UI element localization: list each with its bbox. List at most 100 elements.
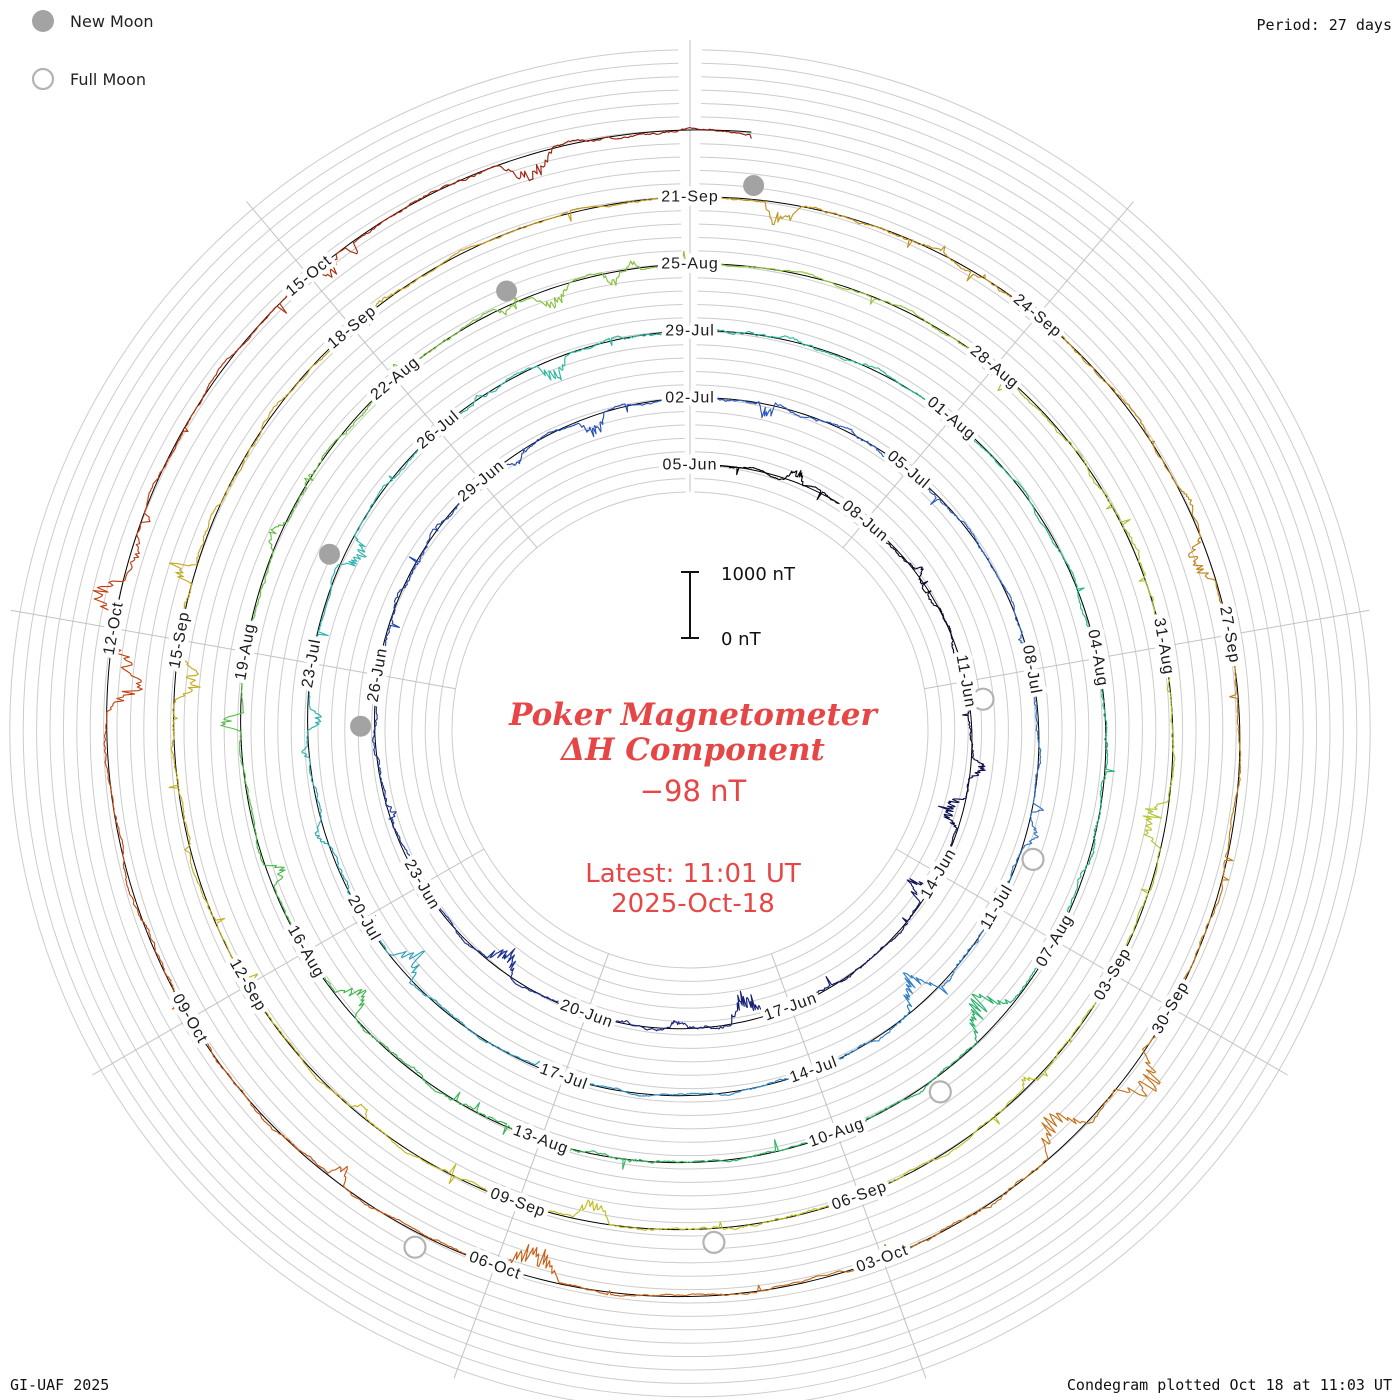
magnetometer-trace-segment (965, 524, 988, 559)
magnetometer-trace-segment (803, 416, 843, 428)
magnetometer-trace-segment (819, 1255, 882, 1277)
magnetometer-trace-segment (1092, 802, 1102, 851)
magnetometer-trace-segment (257, 550, 274, 601)
magnetometer-trace-segment (987, 557, 1009, 594)
magnetometer-trace-segment (416, 987, 452, 1015)
grid-spoke (895, 848, 1288, 1076)
magnetometer-trace-segment (837, 1110, 882, 1139)
magnetometer-trace-segment (455, 479, 481, 510)
magnetometer-trace-segment (183, 819, 197, 879)
magnetometer-trace-segment (947, 779, 970, 810)
magnetometer-trace-segment (240, 416, 270, 471)
magnetometer-trace-segment (433, 1239, 495, 1269)
magnetometer-trace-segment (268, 502, 298, 551)
magnetometer-trace-segment (307, 619, 329, 664)
magnetometer-trace-segment (643, 327, 691, 337)
magnetometer-trace-segment (220, 704, 245, 757)
magnetometer-trace-segment (651, 395, 691, 404)
magnetometer-trace-segment (540, 1140, 591, 1155)
magnetometer-trace-segment (876, 930, 903, 954)
new-moon-marker (496, 280, 518, 302)
magnetometer-trace-segment (388, 950, 425, 989)
magnetometer-trace-segment (374, 674, 383, 712)
magnetometer-trace-segment (1081, 612, 1099, 659)
magnetometer-trace-segment (447, 1091, 495, 1120)
magnetometer-trace-segment (131, 896, 161, 959)
new-moon-marker (319, 543, 340, 565)
magnetometer-trace-segment (553, 1000, 586, 1020)
magnetometer-trace-segment (1035, 709, 1042, 751)
magnetometer-trace-segment (1047, 1021, 1083, 1069)
magnetometer-trace-segment (912, 391, 953, 418)
scale-max-label: 1000 nT (721, 564, 796, 585)
plotted-timestamp-label: Condegram plotted Oct 18 at 11:03 UT (1067, 1376, 1392, 1394)
magnetometer-trace-segment (589, 1150, 641, 1170)
magnetometer-trace-segment (393, 569, 414, 604)
date-label: 17-Jun (762, 990, 819, 1025)
magnetometer-trace-segment (374, 1208, 435, 1241)
magnetometer-trace-segment (269, 1125, 323, 1169)
magnetometer-trace-segment (924, 1054, 963, 1088)
magnetometer-trace-segment (1099, 754, 1115, 803)
magnetometer-trace-segment (628, 194, 691, 203)
magnetometer-trace-segment (308, 662, 312, 709)
magnetometer-trace-segment (1043, 525, 1070, 567)
date-label: 26-Jul (414, 408, 463, 453)
magnetometer-trace-segment (1170, 701, 1176, 759)
magnetometer-trace-segment (910, 1143, 963, 1171)
magnetometer-trace-segment (952, 650, 967, 682)
magnetometer-trace-segment (410, 1153, 465, 1185)
magnetometer-trace-segment (1073, 850, 1095, 896)
magnetometer-trace-segment (319, 840, 346, 880)
magnetometer-trace-segment (820, 974, 852, 992)
magnetometer-trace-segment (574, 1199, 632, 1229)
magnetometer-trace-segment (620, 126, 691, 140)
magnetometer-trace-segment (689, 193, 752, 202)
date-label: 11-Jun (953, 653, 979, 709)
magnetometer-trace-segment (850, 952, 878, 976)
date-label: 08-Jun (839, 497, 892, 545)
latest-time: Latest: 11:01 UT (585, 859, 801, 889)
date-label: 29-Jul (665, 323, 715, 340)
magnetometer-trace-segment (1230, 761, 1242, 826)
magnetometer-trace-segment (971, 980, 1028, 1009)
magnetometer-trace-segment (406, 851, 424, 886)
magnetometer-trace-segment (515, 436, 544, 466)
magnetometer-trace-segment (875, 447, 910, 470)
magnetometer-trace-segment (1142, 811, 1163, 870)
grid-spoke (246, 201, 538, 549)
magnetometer-trace-segment (998, 1155, 1049, 1201)
grid-spoke (924, 609, 1370, 690)
magnetometer-trace-segment (1102, 491, 1133, 540)
magnetometer-trace-segment (744, 265, 799, 273)
full-moon-marker (928, 1080, 952, 1104)
magnetometer-trace-segment (340, 987, 369, 1034)
magnetometer-trace-segment (464, 942, 505, 959)
legend-new-moon-label: New Moon (70, 12, 154, 31)
date-label: 03-Oct (854, 1242, 911, 1276)
magnetometer-trace-segment (318, 1080, 368, 1116)
magnetometer-trace-segment (406, 428, 438, 464)
magnetometer-trace-segment (314, 795, 322, 842)
grid-spoke (10, 609, 456, 690)
magnetometer-trace-segment (168, 759, 186, 820)
magnetometer-trace-segment (391, 818, 408, 853)
magnetometer-trace-segment (880, 1229, 942, 1257)
magnetometer-trace-segment (480, 463, 516, 481)
magnetometer-trace-segment (751, 199, 814, 226)
magnetometer-trace-segment (408, 536, 431, 571)
date-label: 02-Jul (665, 390, 715, 407)
magnetometer-trace-segment (752, 466, 782, 481)
magnetometer-trace-segment (301, 752, 319, 796)
magnetometer-trace-segment (887, 542, 912, 566)
magnetometer-trace-segment (902, 972, 952, 995)
magnetometer-trace-segment (400, 255, 453, 291)
magnetometer-trace-segment (1071, 445, 1104, 492)
magnetometer-trace-segment (689, 1025, 726, 1030)
date-label: 05-Jun (663, 457, 718, 474)
magnetometer-trace-segment (689, 461, 722, 468)
full-moon-marker (403, 1235, 427, 1259)
date-label: 04-Aug (1084, 628, 1111, 688)
magnetometer-trace-segment (838, 502, 868, 520)
